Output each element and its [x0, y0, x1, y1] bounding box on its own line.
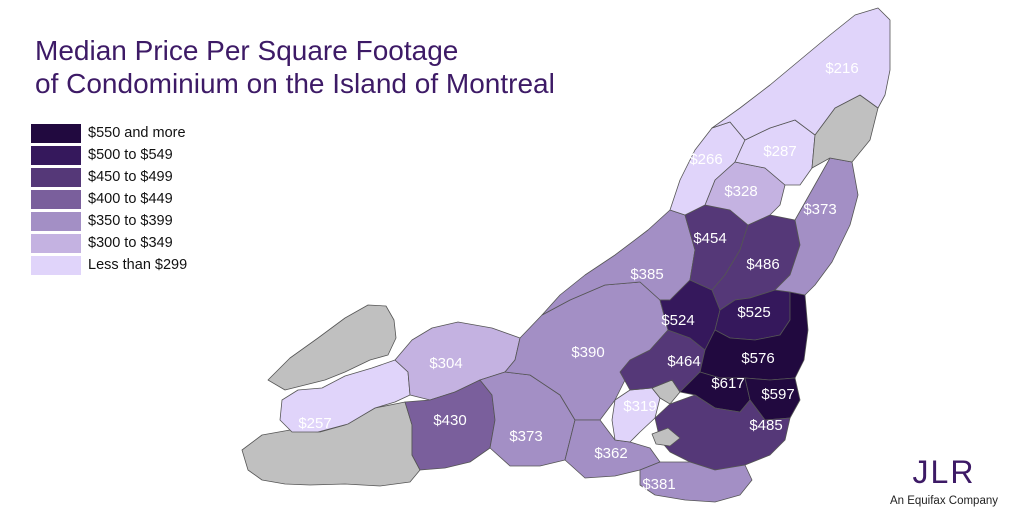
region-labels: $216 $266 $287 $328 $373 $454 $486 $385 $524 $525…	[298, 60, 858, 493]
laval-region	[267, 304, 397, 391]
region-216	[711, 7, 891, 141]
legend-swatch	[31, 123, 81, 143]
region-362	[564, 419, 661, 479]
region-price-label: $266	[689, 151, 722, 168]
region-price-label: $524	[661, 312, 694, 329]
legend-item: $450 to $499	[31, 166, 187, 188]
region-price-label: $617	[711, 375, 744, 392]
legend-label: $300 to $349	[88, 235, 173, 251]
region-price-label: $287	[763, 143, 796, 160]
legend-item: $300 to $349	[31, 232, 187, 254]
legend-swatch	[31, 255, 81, 275]
region-price-label: $597	[761, 386, 794, 403]
legend-item: $500 to $549	[31, 144, 187, 166]
region-price-label: $319	[623, 398, 656, 415]
region-price-label: $304	[429, 355, 462, 372]
region-price-label: $576	[741, 350, 774, 367]
title-line-1: Median Price Per Square Footage	[35, 35, 459, 66]
region-price-label: $381	[642, 476, 675, 493]
region-price-label: $454	[693, 230, 726, 247]
region-price-label: $430	[433, 412, 466, 429]
region-price-label: $362	[594, 445, 627, 462]
region-381	[639, 461, 753, 503]
region-price-label: $390	[571, 344, 604, 361]
jlr-logo: JLR	[912, 454, 976, 490]
region-price-label: $328	[724, 183, 757, 200]
title-line-2: of Condominium on the Island of Montreal	[35, 68, 555, 99]
region-485	[654, 394, 791, 471]
brand: JLR An Equifax Company	[890, 455, 998, 507]
legend-label: $550 and more	[88, 125, 186, 141]
brand-tagline: An Equifax Company	[889, 495, 998, 507]
legend-label: $400 to $449	[88, 191, 173, 207]
legend: $550 and more $500 to $549 $450 to $499 …	[31, 122, 187, 276]
legend-swatch	[31, 189, 81, 209]
legend-swatch	[31, 233, 81, 253]
legend-item: $350 to $399	[31, 210, 187, 232]
legend-label: $500 to $549	[88, 147, 173, 163]
legend-item: $400 to $449	[31, 188, 187, 210]
legend-label: $350 to $399	[88, 213, 173, 229]
map-title: Median Price Per Square Footage of Condo…	[35, 34, 555, 100]
region-price-label: $464	[667, 353, 700, 370]
legend-item: Less than $299	[31, 254, 187, 276]
region-price-label: $373	[803, 201, 836, 218]
legend-label: $450 to $499	[88, 169, 173, 185]
region-price-label: $257	[298, 415, 331, 432]
region-price-label: $525	[737, 304, 770, 321]
region-price-label: $373	[509, 428, 542, 445]
region-price-label: $216	[825, 60, 858, 77]
legend-item: $550 and more	[31, 122, 187, 144]
region-price-label: $486	[746, 256, 779, 273]
island-grey-region	[651, 427, 681, 447]
legend-label: Less than $299	[88, 257, 188, 273]
region-price-label: $485	[749, 417, 782, 434]
legend-swatch	[31, 167, 81, 187]
legend-swatch	[31, 145, 81, 165]
region-price-label: $385	[630, 266, 663, 283]
legend-swatch	[31, 211, 81, 231]
